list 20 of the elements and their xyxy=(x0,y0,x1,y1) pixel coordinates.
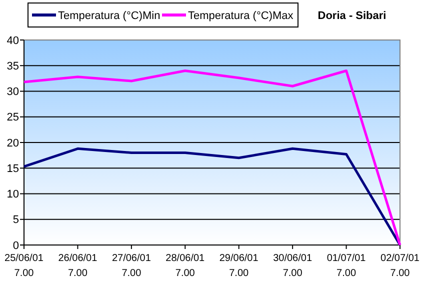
y-tick-label: 5 xyxy=(12,214,19,226)
x-tick-label: 30/06/01 7.00 xyxy=(273,253,312,279)
y-tick-label: 30 xyxy=(6,86,19,98)
y-tick-label: 40 xyxy=(6,34,19,47)
y-tick-label: 10 xyxy=(6,188,19,201)
x-tick-label: 27/06/01 7.00 xyxy=(112,253,152,279)
chart-title: Doria - Sibari xyxy=(318,10,386,22)
x-tick-label: 01/07/01 7.00 xyxy=(326,253,366,279)
y-tick-label: 35 xyxy=(6,60,19,72)
y-tick-label: 20 xyxy=(6,137,19,150)
y-tick-label: 25 xyxy=(6,112,19,124)
x-tick-label: 25/06/01 7.00 xyxy=(4,253,44,279)
x-tick-label: 29/06/01 7.00 xyxy=(219,253,259,279)
x-tick-label: 28/06/01 7.00 xyxy=(166,253,206,279)
legend-label: Temperatura (°C)Max xyxy=(188,10,294,22)
x-tick-label: 26/06/01 7.00 xyxy=(58,253,98,279)
y-tick-label: 15 xyxy=(6,162,19,175)
x-tick-label: 02/07/01 7.00 xyxy=(380,253,420,279)
legend-label: Temperatura (°C)Min xyxy=(58,10,160,22)
y-tick-label: 0 xyxy=(12,240,19,252)
